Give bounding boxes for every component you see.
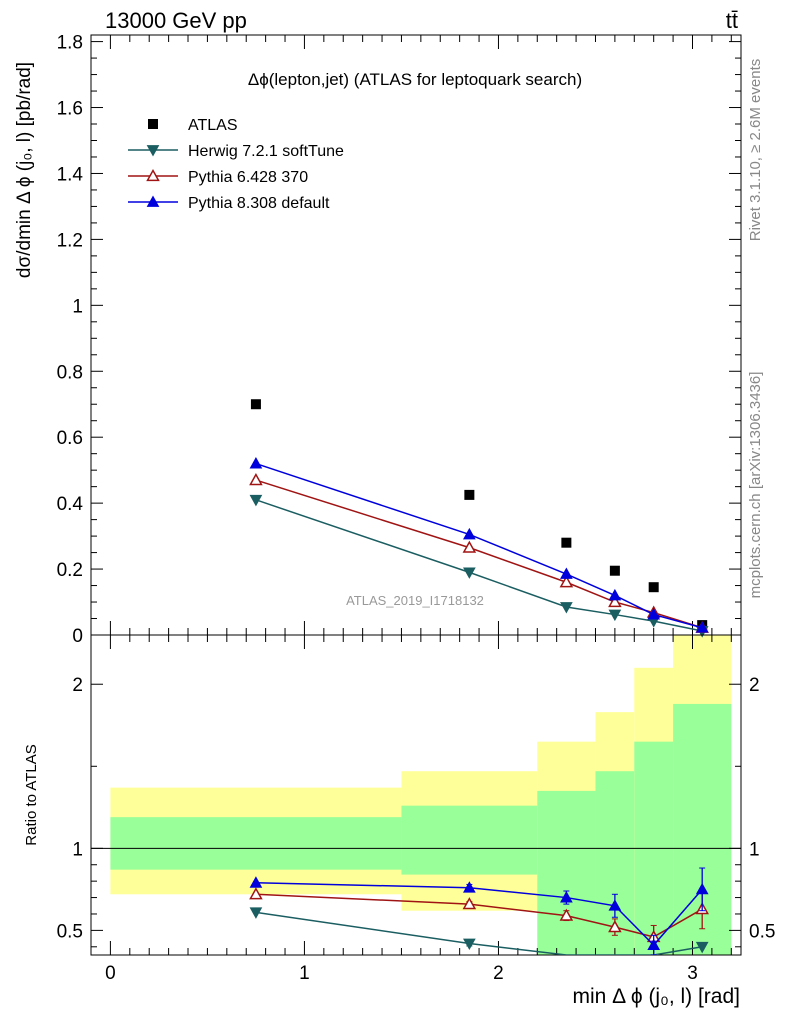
ratio-point-herwig-7-2-1-softtune-5 [695,941,709,954]
main-panel: 0 0.2 0.4 0.6 0.8 1 1.2 1.4 1.6 1.8 Δϕ(lepton,jet… [14,33,742,647]
point-atlas-3 [609,565,620,576]
main-y-tick-label-4: 0.8 [57,362,83,383]
x-tick-label-0: 0 [105,963,116,984]
ratio-y-tick-label-1: 1 [72,839,83,860]
point-herwig-7-2-1-softtune-1 [463,567,476,579]
point-pythia-6-428-370-3 [608,594,622,608]
point-pythia-8-308-default-1 [463,527,476,540]
point-herwig-7-2-1-softtune-2 [560,602,573,614]
legend: ATLAS Herwig 7.2.1 softTune Pythia 6.428 3… [128,117,344,212]
point-atlas-1 [464,489,475,500]
ratio-series-group [249,867,709,955]
band-inner-0 [110,817,402,870]
main-title: Δϕ(lepton,jet) (ATLAS for leptoquark sea… [248,70,582,89]
ratio-panel-frame [90,634,742,956]
main-series-group [249,399,709,638]
ratio-point-pythia-6-428-370-0 [249,887,263,900]
point-pythia-8-308-default-3 [608,588,622,601]
header-process-label: tt̄ [726,8,738,33]
ratio-point-pythia-8-308-default-2 [560,891,573,903]
x-tick-label-1: 1 [299,963,310,984]
legend-marker-atlas [148,119,158,129]
main-y-tick-label-7: 1.4 [57,164,84,185]
ratio-y-axis: 0.5 0.5 1 1 2 2 [57,675,775,948]
main-y-tick-label-2: 0.4 [57,494,84,515]
ratio-point-pythia-8-308-default-1 [463,881,476,893]
point-pythia-6-428-370-1 [462,540,477,553]
ratio-y-tick-label-right-1: 1 [749,839,760,860]
band-inner-1 [401,805,538,875]
main-x-ticks [109,35,732,635]
legend-label-herwig-7-2-1-softtune: Herwig 7.2.1 softTune [188,143,344,160]
ratio-point-herwig-7-2-1-softtune-0 [249,907,263,919]
mcplots-label: mcplots.cern.ch [arXiv:1306.3436] [747,372,764,599]
series-line-herwig-7-2-1-softtune [255,499,703,632]
main-y-axis-label: dσ/dmin Δ ϕ (j₀, l) [pb/rad] [14,62,35,278]
main-y-tick-label-1: 0.2 [57,560,83,581]
main-y-tick-label-3: 0.6 [57,428,83,449]
analysis-label: ATLAS_2019_I1718132 [346,593,484,608]
ratio-series-clipped [249,867,709,955]
ratio-point-herwig-7-2-1-softtune-1 [463,938,476,951]
point-herwig-7-2-1-softtune-3 [608,609,622,622]
x-tick-label-3: 3 [687,963,698,984]
header-energy-label: 13000 GeV pp [105,8,247,33]
legend-marker-pythia-8-308-default [146,195,160,207]
main-y-axis: 0 0.2 0.4 0.6 0.8 1 1.2 1.4 1.6 1.8 [57,33,741,647]
point-atlas-2 [561,537,572,548]
ratio-y-tick-label-2: 2 [72,675,83,696]
legend-label-pythia-8-308-default: Pythia 8.308 default [188,195,330,212]
main-y-tick-label-6: 1.2 [57,230,83,251]
legend-label-atlas: ATLAS [188,117,238,134]
legend-label-pythia-6-428-370: Pythia 6.428 370 [188,169,308,186]
ratio-y-axis-label: Ratio to ATLAS [23,744,40,845]
ratio-point-pythia-8-308-default-5 [695,882,709,895]
ratio-y-tick-label-0: 0.5 [57,921,83,942]
ratio-point-pythia-8-308-default-0 [249,876,263,888]
point-atlas-0 [250,399,261,410]
band-inner-2 [537,790,596,955]
ratio-line-herwig-7-2-1-softtune [255,911,703,955]
point-pythia-8-308-default-5 [695,621,709,633]
ratio-point-pythia-8-308-default-4 [647,938,661,951]
main-y-tick-label-5: 1 [72,296,83,317]
ratio-uncertainty-bands [110,635,732,955]
ratio-point-pythia-6-428-370-3 [608,920,622,933]
ratio-y-tick-label-right-0: 0.5 [749,921,775,942]
ratio-panel: 0.5 0.5 1 1 2 2 0 1 2 3 Ratio to ATLAS min Δ ϕ (… [23,634,775,1008]
main-y-tick-label-0: 0 [72,626,83,647]
x-axis-label: min Δ ϕ (j₀, l) [rad] [572,985,740,1008]
legend-marker-pythia-6-428-370 [146,168,160,182]
point-pythia-8-308-default-0 [249,457,263,469]
point-herwig-7-2-1-softtune-0 [249,494,263,507]
point-pythia-6-428-370-2 [559,575,574,588]
ratio-point-pythia-6-428-370-1 [462,897,477,910]
point-atlas-4 [648,582,659,593]
ratio-x-axis: 0 1 2 3 [105,635,732,984]
ratio-point-pythia-6-428-370-2 [559,908,574,921]
main-y-tick-label-9: 1.8 [57,33,83,54]
main-y-tick-label-8: 1.6 [57,99,83,120]
legend-marker-herwig-7-2-1-softtune [146,145,160,157]
ratio-line-pythia-8-308-default [255,882,703,947]
point-pythia-6-428-370-0 [249,473,263,486]
ratio-line-pythia-6-428-370 [255,893,703,938]
series-line-pythia-6-428-370 [255,479,703,629]
rivet-version-label: Rivet 3.1.10, ≥ 2.6M events [747,59,764,242]
series-line-pythia-8-308-default [255,462,703,629]
point-pythia-8-308-default-2 [560,567,573,579]
ratio-y-tick-label-right-2: 2 [749,675,760,696]
point-pythia-8-308-default-4 [647,608,661,620]
ratio-point-pythia-8-308-default-3 [608,899,622,911]
x-tick-label-2: 2 [493,963,504,984]
